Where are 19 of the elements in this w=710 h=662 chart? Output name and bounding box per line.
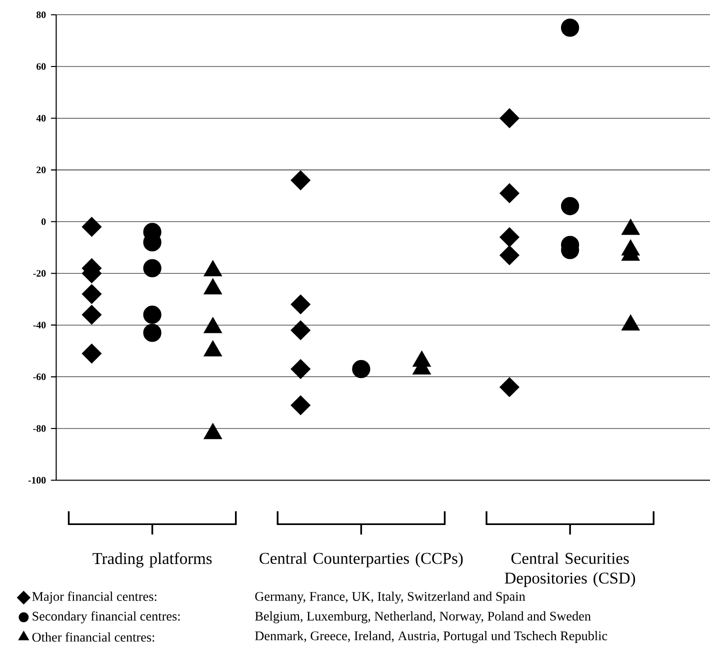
y-tick-label: 60: [36, 63, 46, 70]
y-tick-label: -20: [33, 270, 46, 277]
y-tick-label: 40: [36, 115, 46, 122]
x-tick-label: Central Counterparties (CCPs): [260, 552, 463, 568]
x-tick-label: Central Securities Depositories (CSD): [504, 552, 636, 588]
y-tick-label: -100: [28, 477, 46, 484]
y-tick-label: 80: [36, 12, 46, 18]
y-tick-label: -60: [33, 374, 46, 380]
y-tick-label: -80: [33, 425, 46, 432]
y-tick-label: -40: [33, 322, 46, 329]
x-tick-label: Trading platforms: [92, 552, 212, 568]
text: Germany, France, UK, Italy, Switzerland and Spain: [255, 592, 526, 604]
text: Denmark, Greece, Ireland, Austria, Portugal und Tschech Republic: [255, 631, 608, 644]
y-tick-label: 0: [41, 218, 46, 226]
legend-label: Other financial centres:: [32, 632, 154, 642]
text: Belgium, Luxemburg, Netherland, Norway, Poland and Sweden: [255, 611, 591, 624]
y-tick-label: 20: [36, 166, 46, 174]
legend-label: Major financial centres:: [32, 592, 156, 604]
legend-label: Secondary financial centres:: [32, 611, 180, 624]
